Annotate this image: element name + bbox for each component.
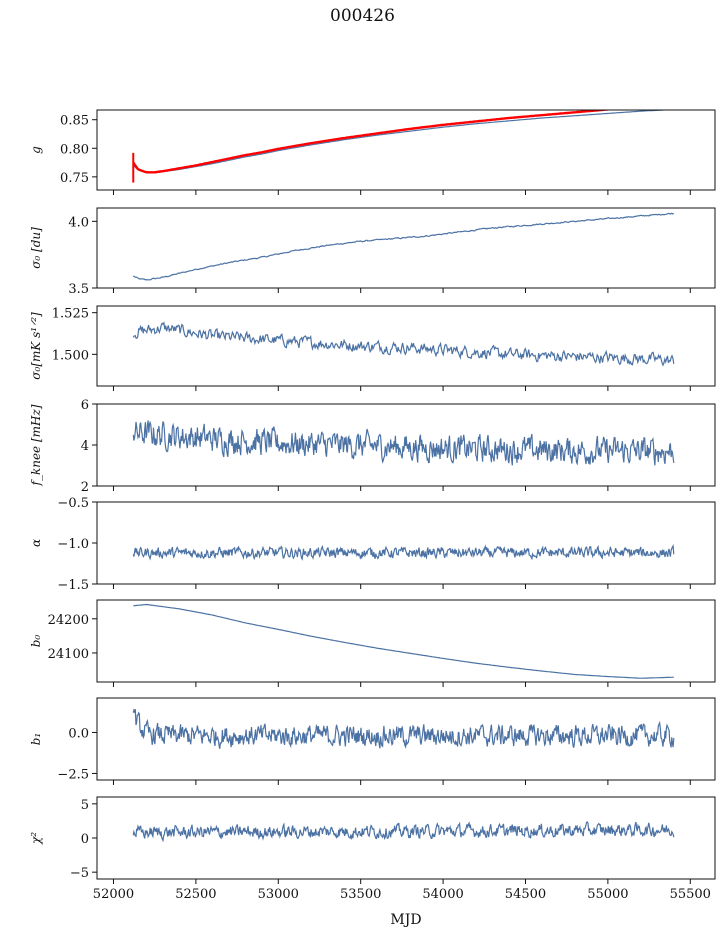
x-tick-label: 52500 [175,887,216,902]
panel-g: 0.75 0.80 0.85 g [29,109,716,195]
panel-sigma0u: 1.500 1.525 σ₀[mK s¹ᐟ²] [29,305,716,391]
series-line-g-data [132,110,674,174]
y-tick-label-b1: 0.0 [68,726,89,741]
panel-chi2: −5 0 5 52000 52500 53000 53500 54000 54500 55000 5… [29,796,716,902]
y-axis-label-chi2: χ² [29,832,43,845]
x-tick-label: 54000 [422,887,463,902]
y-tick-label-chi2: 5 [81,798,89,813]
y-axis-label-g: g [29,146,43,154]
y-tick-label-b0: 24200 [48,613,89,628]
y-tick-label-sigma0u: 1.500 [52,348,89,363]
panel-alpha: −1.5 −1.0 −0.5 α [29,496,716,593]
y-tick-label-g: 0.85 [60,114,89,129]
panel-b1: −2.5 0.0 b₁ [29,697,716,785]
panel-b0: 24100 24200 b₀ [29,599,716,687]
y-axis-label-fknee: f_knee [mHz] [29,404,43,486]
x-tick-label: 55500 [670,887,711,902]
y-tick-label-sigma0: 4.0 [68,215,89,230]
series-line-alpha-data [132,544,675,561]
panel-fknee: 2 4 6 f_knee [mHz] [29,398,716,495]
series-line-g-fit [132,110,609,174]
series-line-b1-data [132,708,675,749]
y-tick-label-b1: −2.5 [57,767,89,782]
panel-frame-g [96,109,716,191]
y-tick-label-fknee: 2 [81,480,89,495]
series-line-chi2-data [132,821,675,843]
y-tick-label-fknee: 4 [81,439,89,454]
y-tick-label-alpha: −0.5 [57,496,89,511]
x-tick-label: 53000 [258,887,299,902]
series-line-fknee-data [132,420,675,466]
y-tick-label-sigma0u: 1.525 [52,307,89,322]
y-axis-label-sigma0u: σ₀[mK s¹ᐟ²] [29,312,43,380]
panel-frame-b0 [96,599,716,683]
y-tick-label-sigma0: 3.5 [68,282,89,297]
x-tick-label: 52000 [93,887,134,902]
y-tick-label-b0: 24100 [48,647,89,662]
x-tick-label: 55000 [587,887,628,902]
y-axis-label-b0: b₀ [29,635,43,648]
panel-sigma0: 3.5 4.0 σ₀ [du] [29,207,716,297]
panel-frame-sigma0u [96,305,716,387]
y-tick-label-g: 0.80 [60,142,89,157]
y-tick-label-alpha: −1.5 [57,578,89,593]
series-line-sigma0u-data [132,321,675,367]
x-axis-label: MJD [390,912,421,928]
y-axis-label-alpha: α [29,539,43,547]
y-tick-label-chi2: −5 [70,866,89,881]
x-tick-label: 54500 [505,887,546,902]
series-line-sigma0-data [132,212,675,281]
panel-frame-sigma0 [96,207,716,289]
x-tick-label: 53500 [340,887,381,902]
y-axis-label-sigma0: σ₀ [du] [29,227,43,269]
y-tick-label-alpha: −1.0 [57,537,89,552]
figure-title: 000426 [330,6,395,26]
panel-frame-alpha [96,501,716,585]
y-tick-label-g: 0.75 [60,171,89,186]
panel-frame-chi2 [96,796,716,880]
panel-frame-b1 [96,697,716,781]
y-tick-label-chi2: 0 [81,832,89,847]
y-axis-label-b1: b₁ [29,733,43,746]
panels-group: 0.75 0.80 0.85 g 3.5 4.0 σ₀ [du] 1.500 1.525 σ₀[m… [29,109,716,902]
y-tick-label-fknee: 6 [81,398,89,413]
series-line-b0-data [133,603,674,679]
